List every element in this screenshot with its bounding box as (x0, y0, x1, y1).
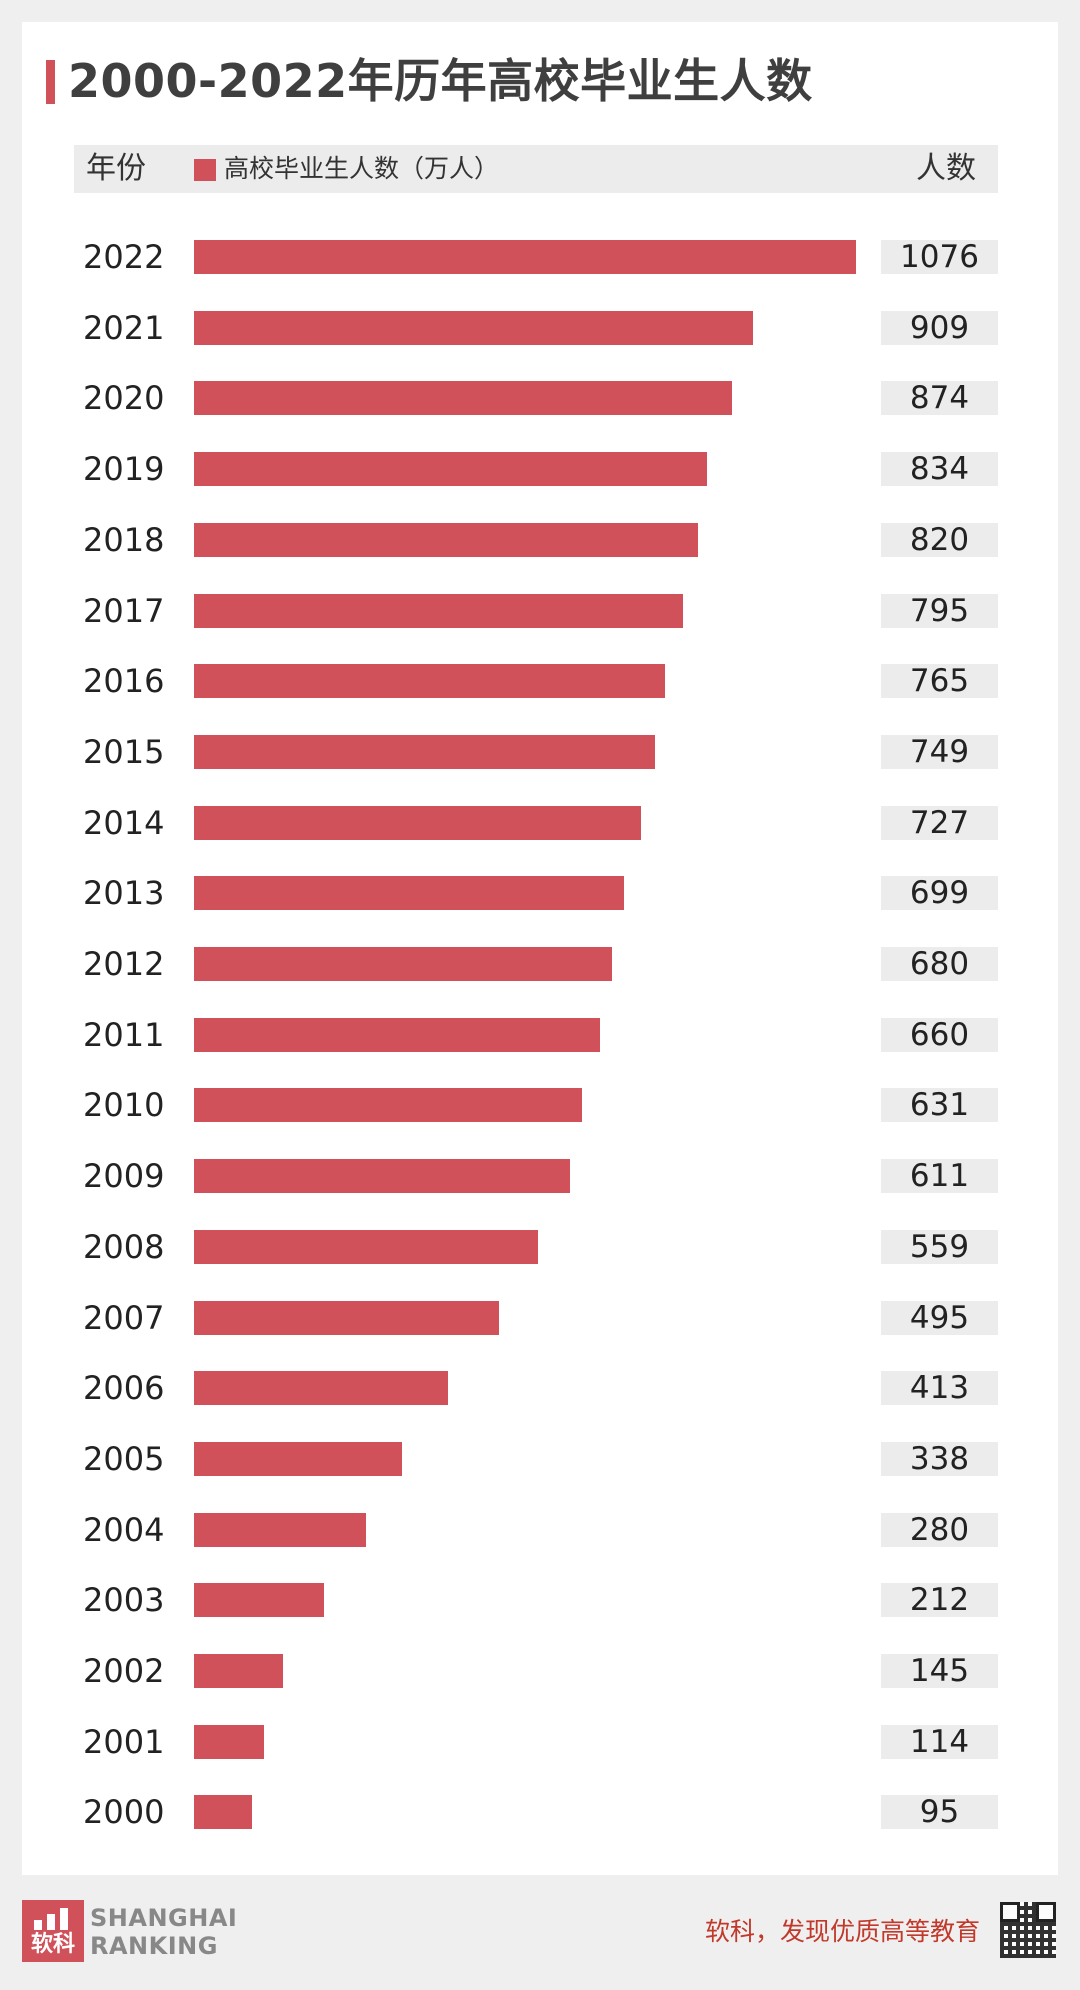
year-label: 2014 (83, 803, 165, 842)
value-label: 145 (881, 1654, 998, 1688)
bar (194, 734, 655, 769)
value-label: 611 (881, 1159, 998, 1194)
year-label: 2013 (83, 874, 165, 913)
value-label: 699 (881, 876, 998, 911)
bar (194, 1654, 283, 1688)
bar (194, 452, 707, 487)
year-label: 2005 (83, 1439, 165, 1478)
bar (194, 381, 732, 416)
value-label: 765 (881, 664, 998, 699)
bar (194, 1441, 402, 1476)
footer-slogan: 软科，发现优质高等教育 (705, 1917, 981, 1946)
qr-code-icon (1000, 1902, 1056, 1958)
value-label: 1076 (881, 240, 998, 274)
bar (194, 805, 641, 840)
year-label: 2016 (83, 662, 165, 701)
value-label: 212 (881, 1583, 998, 1618)
year-label: 2002 (83, 1652, 165, 1690)
year-label: 2006 (83, 1369, 165, 1408)
value-label: 795 (881, 593, 998, 628)
year-label: 2000 (83, 1793, 165, 1832)
bar (194, 1088, 582, 1123)
year-label: 2017 (83, 591, 165, 630)
value-label: 338 (881, 1441, 998, 1476)
table-header: 年份 高校毕业生人数（万人） 人数 (74, 145, 998, 193)
chart-title: 2000-2022年历年高校毕业生人数 (68, 54, 813, 108)
year-label: 2021 (83, 308, 165, 347)
bar (194, 1300, 499, 1335)
value-label: 95 (881, 1795, 998, 1830)
value-label: 834 (881, 452, 998, 487)
year-label: 2010 (83, 1086, 165, 1125)
bar (194, 1583, 324, 1618)
bar (194, 664, 665, 699)
value-label: 114 (881, 1724, 998, 1759)
value-label: 660 (881, 1017, 998, 1052)
value-label: 631 (881, 1088, 998, 1123)
bar (194, 1512, 366, 1547)
year-label: 2001 (83, 1722, 165, 1761)
value-label: 820 (881, 522, 998, 557)
year-label: 2011 (83, 1015, 165, 1054)
bar (194, 1724, 264, 1759)
bar (194, 1229, 538, 1264)
value-label: 909 (881, 310, 998, 345)
value-label: 413 (881, 1371, 998, 1406)
bar (194, 593, 683, 628)
bar (194, 310, 753, 345)
brand-line-2: RANKING (90, 1932, 218, 1960)
bar (194, 1371, 448, 1406)
year-label: 2004 (83, 1510, 165, 1549)
year-label: 2012 (83, 945, 165, 983)
bar (194, 876, 624, 911)
logo-bars-icon (34, 1908, 72, 1930)
bar (194, 1159, 570, 1194)
legend-label: 高校毕业生人数（万人） (224, 154, 500, 183)
year-label: 2019 (83, 450, 165, 489)
header-year-label: 年份 (86, 151, 146, 186)
year-label: 2008 (83, 1227, 165, 1266)
year-label: 2018 (83, 520, 165, 559)
value-label: 559 (881, 1229, 998, 1264)
footer-brand: SHANGHAI RANKING (90, 1904, 237, 1960)
value-label: 495 (881, 1300, 998, 1335)
year-label: 2020 (83, 379, 165, 418)
year-label: 2015 (83, 732, 165, 771)
shanghai-ranking-logo: 软科 (22, 1900, 84, 1962)
bar (194, 522, 698, 557)
bar (194, 1017, 600, 1052)
year-label: 2007 (83, 1298, 165, 1337)
title-accent-bar (46, 60, 55, 104)
year-label: 2003 (83, 1581, 165, 1620)
brand-line-1: SHANGHAI (90, 1904, 238, 1932)
bar (194, 947, 612, 981)
value-label: 874 (881, 381, 998, 416)
bar (194, 1795, 252, 1830)
value-label: 749 (881, 734, 998, 769)
bar (194, 240, 856, 274)
value-label: 280 (881, 1512, 998, 1547)
year-label: 2022 (83, 238, 165, 276)
logo-text: 软科 (30, 1932, 75, 1957)
header-count-label: 人数 (916, 151, 976, 186)
year-label: 2009 (83, 1157, 165, 1196)
legend-swatch (194, 159, 216, 181)
value-label: 727 (881, 805, 998, 840)
value-label: 680 (881, 947, 998, 981)
